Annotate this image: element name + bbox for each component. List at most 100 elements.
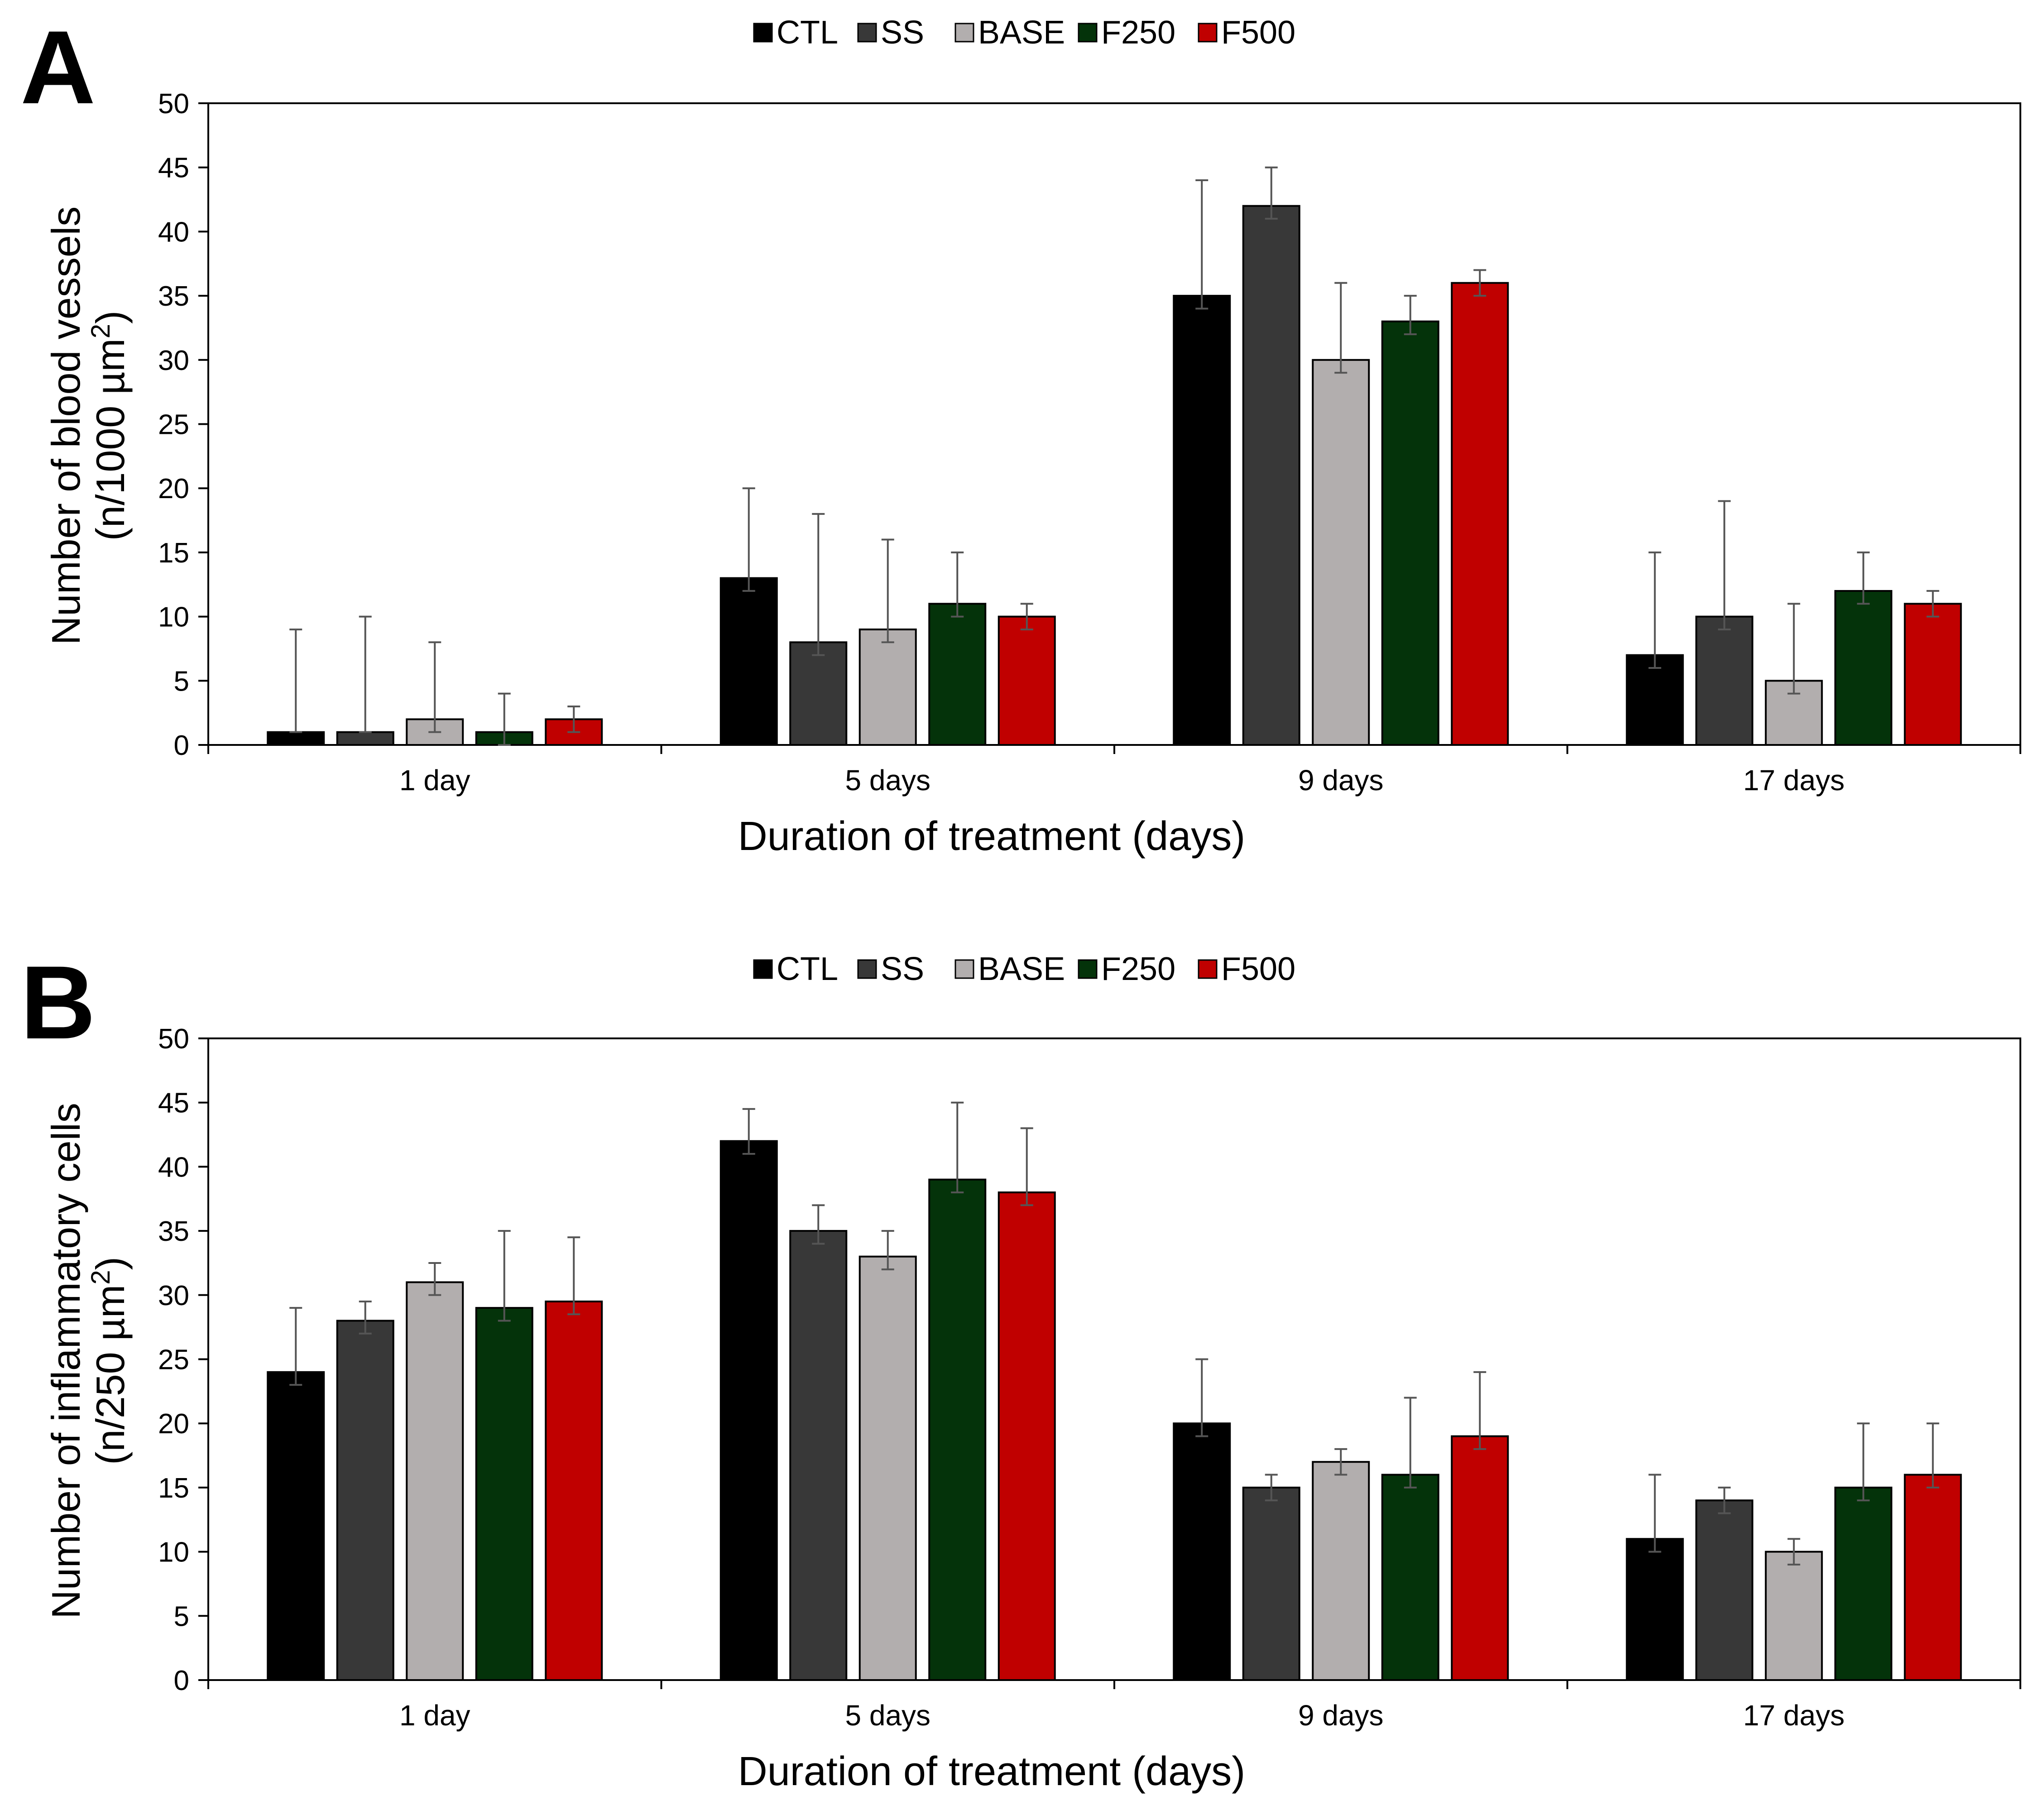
panel-b-legend-swatch-f500 [1198,959,1218,979]
panel-b-y-tick-label: 45 [158,1088,189,1119]
panel-b-bar-f250-1-day [475,1307,533,1681]
panel-b-x-axis-title: Duration of treatment (days) [738,1749,1245,1794]
panel-a-bar-ss-5-days [789,641,848,746]
panel-b-legend-label-base: BASE [978,951,1065,987]
panel-a-legend-swatch-base [954,23,974,43]
panel-a-y-tick-label: 25 [158,409,189,441]
panel-a-y-tick-label: 20 [158,473,189,504]
panel-b-bar-f500-1-day [545,1300,603,1681]
panel-a-y-tick-label: 30 [158,345,189,376]
panel-b-legend-swatch-ctl [753,959,773,979]
panel-b-x-label-17-days: 17 days [1743,1699,1845,1732]
panel-b-y-tick-label: 40 [158,1152,189,1183]
panel-a-y-axis-title-line2: (n/1000 µm2) [86,311,133,541]
panel-a-bar-f250-9-days [1381,320,1439,746]
panel-b-bar-base-5-days [858,1255,917,1681]
panel-a-legend-swatch-f500 [1198,23,1218,43]
panel-a-legend-label-f500: F500 [1221,14,1295,51]
panel-b-y-tick-label: 25 [158,1345,189,1376]
panel-b-bar-ctl-17-days [1626,1538,1684,1681]
panel-a-y-tick-label: 0 [174,730,189,761]
panel-a-bar-f500-5-days [998,615,1056,746]
panel-b-y-tick-label: 30 [158,1280,189,1311]
panel-b-y-tick-label: 10 [158,1537,189,1568]
panel-a-bar-ctl-9-days [1173,295,1231,746]
panel-b-bar-f250-5-days [928,1178,987,1681]
panel-b-y-tick-label: 35 [158,1216,189,1247]
panel-b-y-tick-label: 20 [158,1408,189,1440]
panel-a-x-label-17-days: 17 days [1743,764,1845,797]
panel-b-bar-f500-9-days [1451,1435,1509,1681]
panel-b-y-axis-title-line2: (n/250 µm2) [86,1257,133,1465]
panel-b-legend-label-f250: F250 [1101,951,1175,987]
panel-a-y-tick-label: 10 [158,602,189,633]
panel-a-bar-ss-17-days [1695,615,1754,746]
panel-a-x-label-5-days: 5 days [845,764,930,797]
panel-a-bar-ctl-1-day [267,731,325,746]
panel-a-y-axis-title: Number of blood vessels (n/1000 µm2) [43,206,133,645]
panel-b-y-axis-title: Number of inflammatory cells (n/250 µm2) [43,1103,133,1618]
panel-a-y-axis-title-line1: Number of blood vessels [43,206,88,645]
panel-a-bar-ss-1-day [336,731,394,746]
panel-a-bar-ctl-5-days [719,577,778,746]
panel-b-legend-swatch-f250 [1078,959,1098,979]
panel-b-bar-ctl-5-days [719,1140,778,1681]
panel-b-legend-label-ctl: CTL [777,951,838,987]
panel-b-y-tick-label: 50 [158,1023,189,1055]
panel-a-legend-swatch-f250 [1078,23,1098,43]
panel-b-bar-ss-9-days [1242,1486,1300,1681]
panel-b-y-tick-label: 0 [174,1665,189,1696]
panel-a-y-tick-label: 50 [158,88,189,120]
panel-b-bar-ss-17-days [1695,1499,1754,1681]
panel-b-bar-base-1-day [406,1281,464,1681]
panel-b-plot-area: 0 5 10 15 20 25 30 35 40 45 50 1 day 5 days 9 days 17 … [158,1023,2021,1732]
panel-b-bar-base-9-days [1312,1461,1370,1681]
panel-a-y-tick-label: 5 [174,666,189,697]
panel-b-chart: B CTL SS BASE F250 F500 0 5 10 15 20 25 30 35 40 45 50… [20,944,2021,1794]
panel-a-legend-label-f250: F250 [1101,14,1175,51]
panel-b-legend: CTL SS BASE F250 F500 [753,951,1295,987]
panel-b-bar-f250-17-days [1834,1486,1893,1681]
panel-a-chart: A CTL SS BASE F250 F500 0 5 10 15 20 25 30 35 40 45 50… [20,9,2021,859]
panel-a-legend-label-ctl: CTL [777,14,838,51]
panel-b-bar-ctl-1-day [267,1371,325,1681]
panel-b-legend-label-f500: F500 [1221,951,1295,987]
panel-a-bar-ss-9-days [1242,205,1300,746]
panel-a-legend: CTL SS BASE F250 F500 [753,14,1295,51]
panel-a-bar-base-9-days [1312,359,1370,746]
panel-a-y-tick-label: 45 [158,153,189,184]
panel-b-x-label-1-day: 1 day [399,1699,470,1732]
panel-a-legend-swatch-ctl [753,23,773,43]
panel-b-legend-swatch-base [954,959,974,979]
panel-a-bar-f500-9-days [1451,282,1509,746]
panel-b-bar-ss-5-days [789,1230,848,1681]
panel-b-y-axis-title-line1: Number of inflammatory cells [43,1103,88,1618]
panel-a-legend-swatch-ss [857,23,877,43]
panel-a-plot-area: 0 5 10 15 20 25 30 35 40 45 50 1 day 5 days 9 days 17 … [158,88,2021,797]
panel-b-x-label-5-days: 5 days [845,1699,930,1732]
panel-a-y-tick-label: 40 [158,216,189,248]
panel-a-legend-label-ss: SS [881,14,924,51]
panel-b-legend-swatch-ss [857,959,877,979]
panel-a-x-label-9-days: 9 days [1298,764,1384,797]
panel-b-bar-f500-5-days [998,1191,1056,1681]
panel-a-bar-f500-17-days [1904,603,1962,746]
panel-b-bar-f500-17-days [1904,1474,1962,1681]
panel-a-bar-f250-5-days [928,603,987,746]
panel-a-x-label-1-day: 1 day [399,764,470,797]
panel-b-y-tick-label: 5 [174,1601,189,1632]
panel-b-legend-label-ss: SS [881,951,924,987]
panel-b-y-tick-label: 15 [158,1473,189,1504]
panel-b-letter: B [20,944,96,1061]
panel-b-x-label-9-days: 9 days [1298,1699,1384,1732]
panel-a-bar-base-5-days [858,628,917,746]
panel-b-bar-f250-9-days [1381,1474,1439,1681]
panel-b-bar-ctl-9-days [1173,1422,1231,1681]
panel-b-bar-base-17-days [1765,1551,1823,1681]
panel-a-letter: A [20,9,96,125]
panel-a-y-tick-label: 35 [158,281,189,312]
panel-a-y-tick-label: 15 [158,538,189,569]
panel-a-x-axis-title: Duration of treatment (days) [738,814,1245,859]
panel-a-bar-f250-17-days [1834,590,1893,746]
